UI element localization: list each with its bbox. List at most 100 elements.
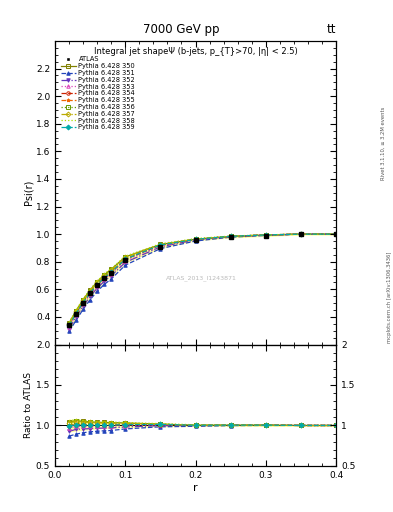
Pythia 6.428 353: [158, 243, 163, 249]
Pythia 6.428 350: [228, 233, 233, 240]
Pythia 6.428 357: [263, 232, 268, 238]
Line: Pythia 6.428 353: Pythia 6.428 353: [67, 232, 338, 328]
Pythia 6.428 358: [74, 307, 79, 313]
Pythia 6.428 359: [102, 275, 107, 281]
Pythia 6.428 352: [334, 231, 338, 237]
Pythia 6.428 357: [123, 254, 128, 261]
Text: 7000 GeV pp: 7000 GeV pp: [143, 23, 219, 36]
Pythia 6.428 355: [193, 236, 198, 242]
Pythia 6.428 359: [67, 323, 72, 329]
Pythia 6.428 356: [228, 233, 233, 240]
Pythia 6.428 358: [67, 319, 72, 326]
Line: Pythia 6.428 355: Pythia 6.428 355: [67, 232, 338, 327]
Pythia 6.428 354: [193, 237, 198, 243]
Pythia 6.428 357: [334, 231, 338, 237]
Legend: ATLAS, Pythia 6.428 350, Pythia 6.428 351, Pythia 6.428 352, Pythia 6.428 353, P: ATLAS, Pythia 6.428 350, Pythia 6.428 35…: [61, 56, 135, 131]
Pythia 6.428 351: [102, 282, 107, 288]
Pythia 6.428 354: [123, 257, 128, 263]
Pythia 6.428 352: [228, 233, 233, 240]
Pythia 6.428 350: [158, 241, 163, 247]
Pythia 6.428 359: [228, 233, 233, 240]
Text: ATLAS_2013_I1243871: ATLAS_2013_I1243871: [166, 275, 237, 281]
Pythia 6.428 351: [123, 262, 128, 268]
Pythia 6.428 358: [263, 232, 268, 238]
Pythia 6.428 356: [334, 231, 338, 237]
Pythia 6.428 359: [299, 231, 303, 237]
Pythia 6.428 357: [109, 267, 114, 273]
Line: Pythia 6.428 356: Pythia 6.428 356: [67, 232, 338, 325]
Pythia 6.428 351: [74, 317, 79, 324]
Pythia 6.428 356: [158, 242, 163, 248]
Pythia 6.428 351: [88, 296, 92, 303]
Pythia 6.428 358: [88, 286, 92, 292]
Line: Pythia 6.428 354: Pythia 6.428 354: [67, 232, 338, 327]
Pythia 6.428 355: [67, 322, 72, 328]
Pythia 6.428 356: [81, 297, 86, 303]
Pythia 6.428 359: [263, 232, 268, 238]
Pythia 6.428 352: [158, 244, 163, 250]
Pythia 6.428 355: [74, 310, 79, 316]
Pythia 6.428 354: [299, 231, 303, 237]
Pythia 6.428 358: [334, 231, 338, 237]
Pythia 6.428 355: [88, 289, 92, 295]
Pythia 6.428 352: [109, 273, 114, 279]
Pythia 6.428 352: [123, 260, 128, 266]
Pythia 6.428 357: [74, 308, 79, 314]
Line: Pythia 6.428 357: Pythia 6.428 357: [67, 232, 338, 325]
Pythia 6.428 351: [158, 246, 163, 252]
Pythia 6.428 353: [123, 258, 128, 264]
Pythia 6.428 350: [299, 231, 303, 237]
Pythia 6.428 356: [123, 254, 128, 261]
Pythia 6.428 357: [228, 233, 233, 240]
Pythia 6.428 353: [88, 291, 92, 297]
Pythia 6.428 352: [81, 303, 86, 309]
Pythia 6.428 357: [81, 297, 86, 303]
Y-axis label: Ratio to ATLAS: Ratio to ATLAS: [24, 372, 33, 438]
Pythia 6.428 353: [81, 301, 86, 307]
Pythia 6.428 359: [74, 310, 79, 316]
Pythia 6.428 359: [123, 256, 128, 262]
Pythia 6.428 354: [95, 282, 99, 288]
Pythia 6.428 350: [334, 231, 338, 237]
Line: Pythia 6.428 351: Pythia 6.428 351: [67, 232, 338, 333]
Pythia 6.428 356: [193, 236, 198, 242]
Text: tt: tt: [327, 23, 336, 36]
Pythia 6.428 350: [123, 254, 128, 260]
Pythia 6.428 353: [102, 276, 107, 282]
Pythia 6.428 359: [334, 231, 338, 237]
Pythia 6.428 356: [109, 267, 114, 273]
Pythia 6.428 356: [95, 279, 99, 285]
Pythia 6.428 352: [74, 314, 79, 320]
Pythia 6.428 350: [74, 308, 79, 314]
Text: mcplots.cern.ch [arXiv:1306.3436]: mcplots.cern.ch [arXiv:1306.3436]: [387, 251, 391, 343]
Pythia 6.428 353: [334, 231, 338, 237]
Pythia 6.428 351: [81, 306, 86, 312]
Pythia 6.428 357: [193, 236, 198, 242]
Pythia 6.428 350: [263, 232, 268, 238]
Line: Pythia 6.428 358: Pythia 6.428 358: [69, 234, 336, 323]
Pythia 6.428 359: [158, 242, 163, 248]
Pythia 6.428 350: [95, 279, 99, 285]
Pythia 6.428 359: [109, 269, 114, 275]
Line: Pythia 6.428 350: Pythia 6.428 350: [67, 232, 338, 325]
Pythia 6.428 356: [299, 231, 303, 237]
Pythia 6.428 350: [67, 320, 72, 326]
Pythia 6.428 355: [299, 231, 303, 237]
Pythia 6.428 355: [263, 232, 268, 238]
Pythia 6.428 353: [228, 233, 233, 240]
Pythia 6.428 357: [299, 231, 303, 237]
Pythia 6.428 352: [193, 237, 198, 243]
Pythia 6.428 353: [193, 237, 198, 243]
Pythia 6.428 358: [102, 271, 107, 277]
Pythia 6.428 351: [193, 238, 198, 244]
Pythia 6.428 357: [158, 242, 163, 248]
Pythia 6.428 355: [334, 231, 338, 237]
Pythia 6.428 356: [67, 321, 72, 327]
Pythia 6.428 352: [299, 231, 303, 237]
Pythia 6.428 356: [88, 287, 92, 293]
Pythia 6.428 359: [193, 237, 198, 243]
Pythia 6.428 352: [67, 326, 72, 332]
Pythia 6.428 354: [109, 269, 114, 275]
Pythia 6.428 358: [228, 233, 233, 239]
Pythia 6.428 352: [263, 232, 268, 238]
